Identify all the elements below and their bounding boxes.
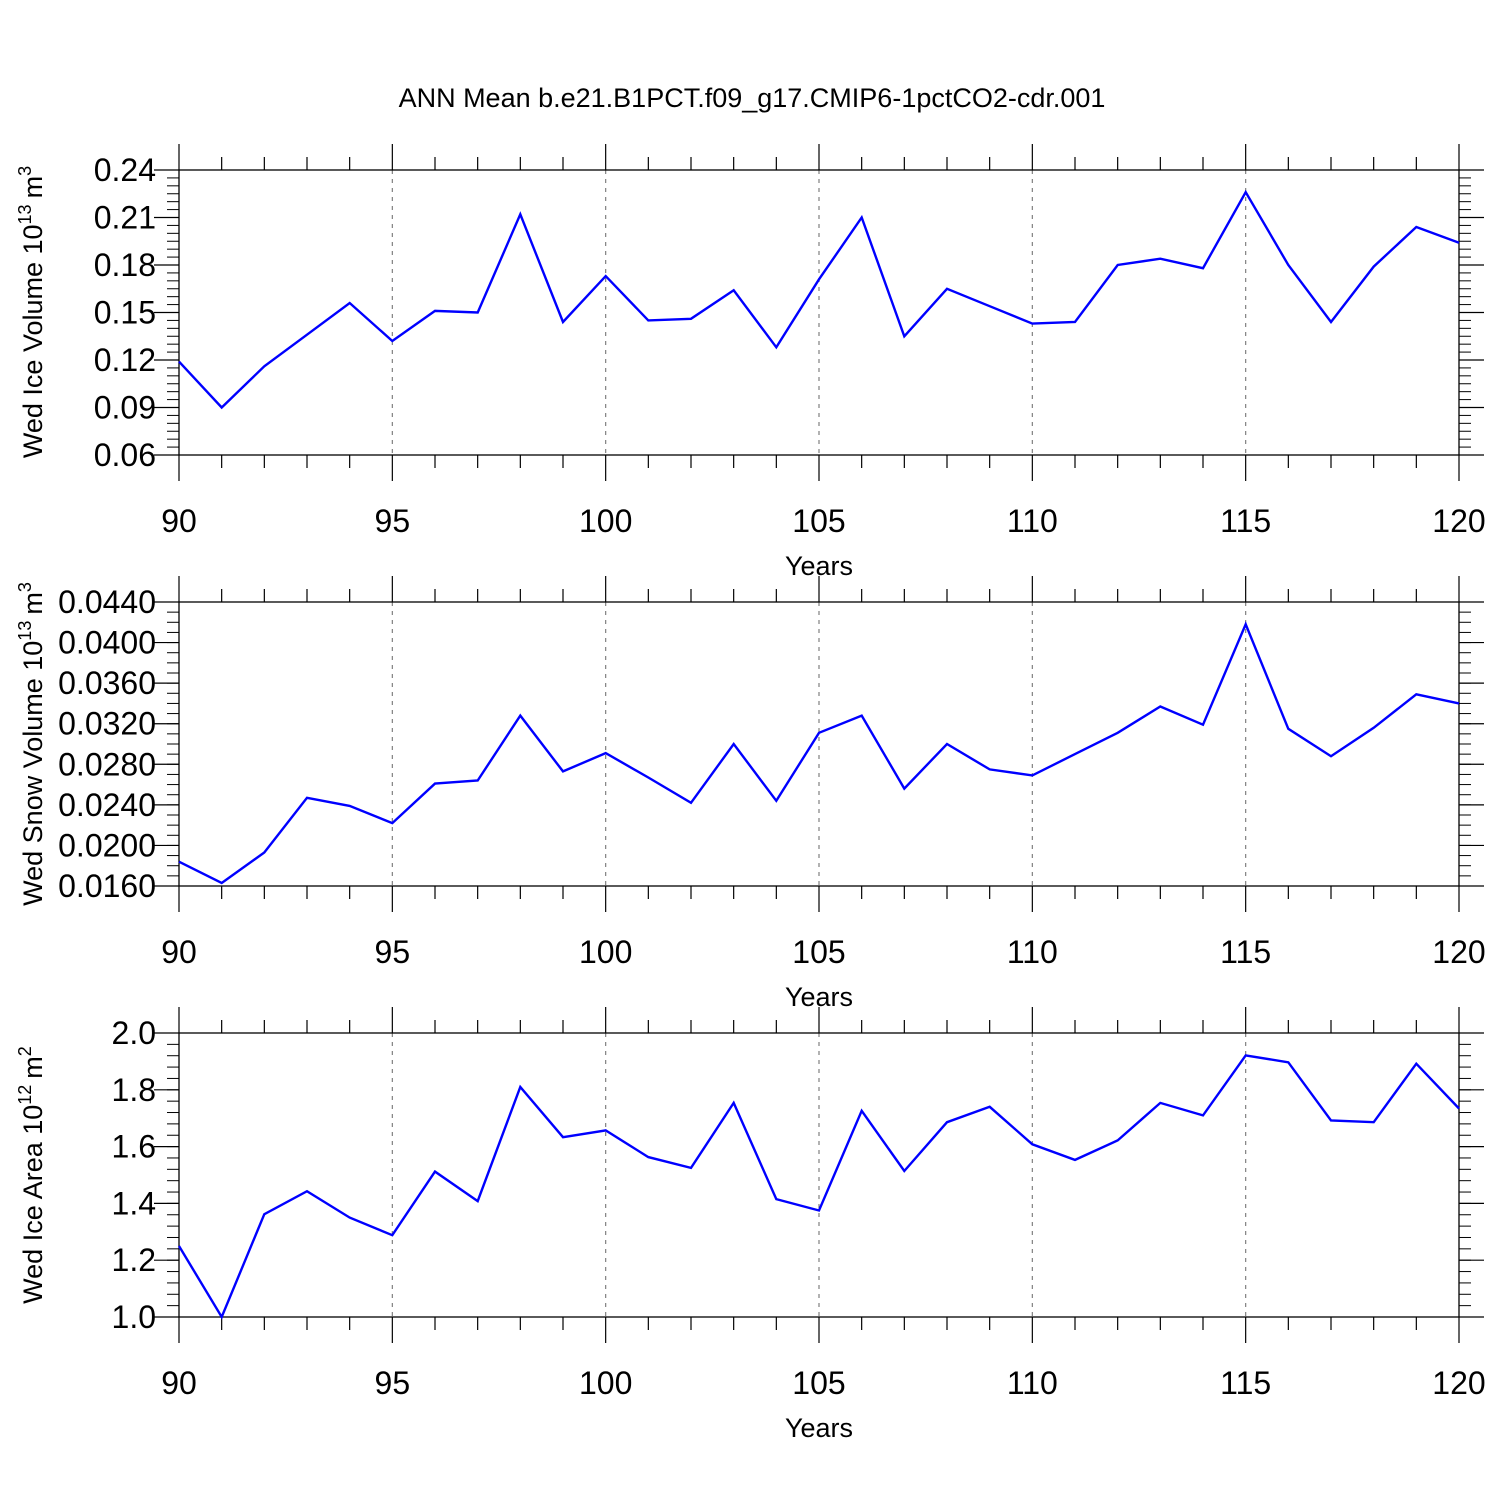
y-tick-label: 0.0160 <box>58 868 156 904</box>
y-tick-label: 0.15 <box>94 295 156 331</box>
y-tick-label: 1.2 <box>112 1242 156 1278</box>
x-tick-label: 105 <box>792 503 845 539</box>
plot-frame <box>178 169 1460 456</box>
y-tick-label: 0.0240 <box>58 787 156 823</box>
y-tick-label: 2.0 <box>112 1015 156 1051</box>
y-tick-label: 1.8 <box>112 1072 156 1108</box>
y-axis-title-unit: m <box>18 1056 48 1079</box>
y-axis-title-text: Wed Snow Volume 10 <box>18 641 48 906</box>
y-tick-label: 1.4 <box>112 1185 156 1221</box>
x-tick-label: 115 <box>1220 934 1271 970</box>
y-tick-label: 0.0320 <box>58 706 156 742</box>
y-tick-label: 0.06 <box>94 437 156 473</box>
series-line <box>178 621 1460 885</box>
y-tick-label: 0.12 <box>94 342 156 378</box>
y-tick-label: 0.09 <box>94 390 156 426</box>
y-axis-title-unit-exponent: 3 <box>15 166 35 176</box>
y-axis-title: Wed Snow Volume 1013 m3 <box>15 582 48 906</box>
y-tick-label: 0.0360 <box>58 665 156 701</box>
x-tick-label: 95 <box>375 503 411 539</box>
y-tick-label: 0.0200 <box>58 827 156 863</box>
x-axis-title: Years <box>785 1413 853 1443</box>
y-axis-title-text: Wed Ice Volume 10 <box>18 224 48 458</box>
y-tick-label: 1.0 <box>112 1299 156 1335</box>
x-tick-label: 100 <box>579 503 632 539</box>
x-tick-label: 120 <box>1432 503 1485 539</box>
x-tick-label: 110 <box>1007 1365 1058 1401</box>
plot-frame <box>178 601 1460 887</box>
y-axis-title-exponent: 12 <box>15 1085 35 1105</box>
y-tick-label: 0.0440 <box>58 584 156 620</box>
series-line <box>177 1054 1460 1320</box>
page-title: ANN Mean b.e21.B1PCT.f09_g17.CMIP6-1pctC… <box>399 83 1106 113</box>
y-axis-title-unit: m <box>18 176 48 199</box>
x-tick-label: 95 <box>375 1365 411 1401</box>
chart-panel-1: 0.06 0.09 0.12 0.15 0.18 0.21 0.24 90 95 100 105 11… <box>15 144 1486 581</box>
x-tick-label: 90 <box>161 934 197 970</box>
chart-panel-2: 0.0160 0.0200 0.0240 0.0280 0.0320 0.0360 0.04… <box>15 576 1486 1012</box>
x-tick-label: 90 <box>161 503 197 539</box>
x-tick-label: 120 <box>1432 1365 1485 1401</box>
x-tick-label: 120 <box>1432 934 1485 970</box>
x-tick-label: 115 <box>1220 1365 1271 1401</box>
y-axis-title-text: Wed Ice Area 10 <box>18 1105 48 1304</box>
y-axis-title-exponent: 13 <box>15 204 35 224</box>
x-tick-label: 105 <box>792 934 845 970</box>
y-tick-label: 0.0400 <box>58 625 156 661</box>
y-axis-title-unit-exponent: 2 <box>15 1046 35 1056</box>
y-axis-title: Wed Ice Area 1012 m2 <box>15 1046 48 1304</box>
y-tick-label: 0.0280 <box>58 746 156 782</box>
x-tick-label: 100 <box>579 1365 632 1401</box>
y-axis-title: Wed Ice Volume 1013 m3 <box>15 166 48 458</box>
y-tick-label: 1.6 <box>112 1129 156 1165</box>
y-tick-label: 0.21 <box>94 200 156 236</box>
x-tick-label: 115 <box>1220 503 1271 539</box>
x-tick-label: 110 <box>1007 503 1058 539</box>
series-line <box>178 189 1460 410</box>
x-tick-label: 100 <box>579 934 632 970</box>
x-tick-label: 95 <box>375 934 411 970</box>
chart-panel-3: 1.0 1.2 1.4 1.6 1.8 2.0 90 95 100 105 110 115 120 Yea… <box>15 1007 1486 1443</box>
y-axis-title-unit-exponent: 3 <box>15 582 35 592</box>
x-tick-label: 90 <box>161 1365 197 1401</box>
panels: 0.06 0.09 0.12 0.15 0.18 0.21 0.24 90 95 100 105 11… <box>15 144 1486 1443</box>
x-tick-label: 110 <box>1007 934 1058 970</box>
y-tick-label: 0.18 <box>94 247 156 283</box>
y-axis-title-unit: m <box>18 592 48 615</box>
x-tick-label: 105 <box>792 1365 845 1401</box>
y-axis-title-exponent: 13 <box>15 621 35 641</box>
y-tick-label: 0.24 <box>94 152 156 188</box>
plot-frame <box>178 1032 1460 1318</box>
